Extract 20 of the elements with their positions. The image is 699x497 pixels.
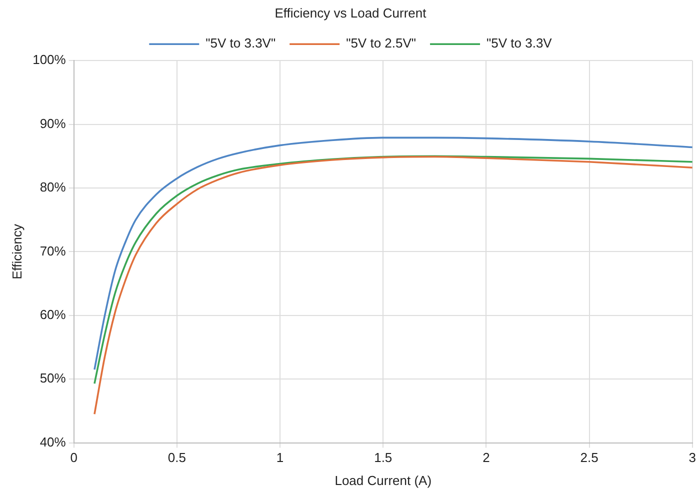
y-tick-label: 90% (40, 116, 66, 131)
y-tick-label: 100% (32, 52, 66, 68)
x-tick-label: 3 (688, 450, 696, 466)
x-tick-label: 0.5 (168, 450, 186, 466)
x-tick-label: 1 (276, 450, 284, 466)
legend-label: "5V to 2.5V" (346, 36, 416, 51)
x-tick-label: 2 (482, 450, 490, 466)
x-tick-label: 0 (70, 450, 78, 466)
chart-title: Efficiency vs Load Current (274, 5, 427, 20)
y-tick-label: 70% (40, 243, 66, 258)
y-tick-label: 80% (40, 180, 66, 195)
x-tick-label: 1.5 (374, 450, 392, 466)
y-tick-label: 60% (40, 306, 66, 322)
x-tick-label: 2.5 (580, 450, 598, 466)
y-tick-label: 40% (40, 434, 66, 450)
y-axis-title: Efficiency (9, 224, 24, 280)
legend-label: "5V to 3.3V" (206, 36, 276, 51)
y-tick-label: 50% (40, 370, 66, 386)
x-axis-title: Load Current (A) (334, 472, 432, 488)
legend-label: "5V to 3.3V (486, 36, 552, 51)
